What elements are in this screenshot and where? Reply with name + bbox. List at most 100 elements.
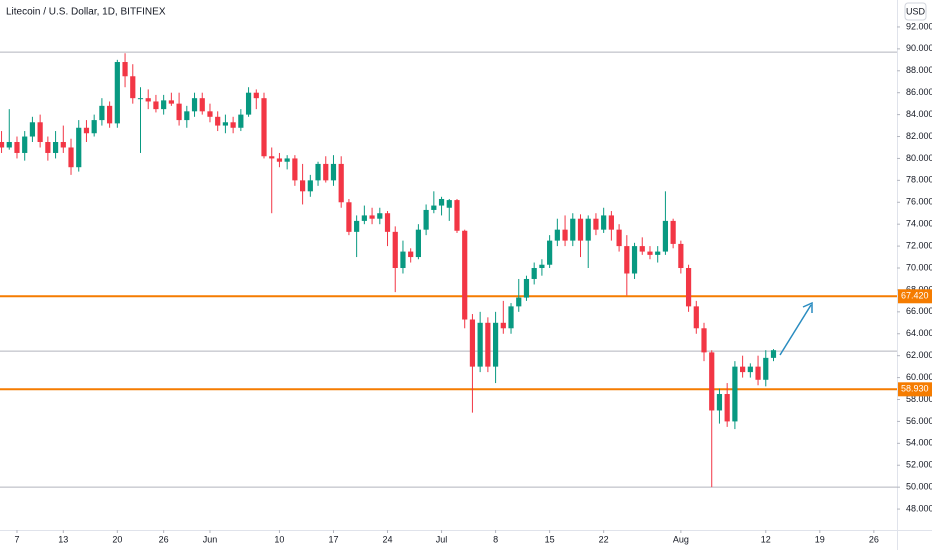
x-tick-label: 10 xyxy=(274,534,284,544)
candle-body xyxy=(516,297,522,307)
candle-body xyxy=(655,251,661,255)
candle-body xyxy=(593,218,599,230)
candle-body xyxy=(454,200,460,231)
candle-body xyxy=(168,100,174,104)
x-tick-label: 20 xyxy=(112,534,122,544)
x-tick-label: 12 xyxy=(761,534,771,544)
candle-body xyxy=(22,136,28,153)
candle-body xyxy=(724,394,730,422)
candle-body xyxy=(693,306,699,329)
candle-body xyxy=(91,120,97,134)
y-tick-label: 58.000 xyxy=(906,394,932,404)
candle-body xyxy=(554,229,560,241)
candle-body xyxy=(261,98,267,157)
x-tick-label: 15 xyxy=(545,534,555,544)
trend-arrow-head xyxy=(802,301,813,313)
candle-body xyxy=(492,322,499,367)
candle-body xyxy=(238,114,244,128)
trend-arrow xyxy=(779,304,812,356)
candle-body xyxy=(245,92,252,115)
candle-body xyxy=(315,163,321,181)
candle-body xyxy=(577,218,584,241)
candle-body xyxy=(29,122,36,137)
x-tick-label: 26 xyxy=(159,534,169,544)
candle-body xyxy=(624,246,630,274)
x-tick-label: 26 xyxy=(869,534,879,544)
x-tick-label: Jul xyxy=(436,534,448,544)
y-tick-label: 74.000 xyxy=(906,219,932,229)
candle-body xyxy=(755,366,761,380)
candle-body xyxy=(68,147,74,168)
candle-body xyxy=(647,251,653,255)
candle-body xyxy=(508,306,514,329)
candle-body xyxy=(585,218,591,241)
candle-body xyxy=(377,213,383,219)
candle-body xyxy=(37,122,43,143)
candle-body xyxy=(253,92,259,99)
candle-body xyxy=(462,230,468,320)
candle-body xyxy=(137,98,144,100)
y-tick-label: 64.000 xyxy=(906,328,932,338)
candle-body xyxy=(415,229,421,258)
candle-body xyxy=(323,163,329,181)
y-tick-label: 48.000 xyxy=(906,503,932,513)
x-tick-label: 22 xyxy=(599,534,609,544)
x-tick-label: 19 xyxy=(815,534,825,544)
candle-body xyxy=(701,328,707,353)
candle-body xyxy=(230,122,236,128)
price-label: 58.930 xyxy=(901,384,929,394)
candle-body xyxy=(716,394,723,411)
y-tick-label: 92.000 xyxy=(906,21,932,31)
candle-body xyxy=(52,142,59,153)
candle-body xyxy=(631,246,638,274)
candle-body xyxy=(485,322,491,367)
candle-body xyxy=(99,105,105,121)
candle-body xyxy=(284,158,290,162)
plot xyxy=(0,51,897,488)
candle-body xyxy=(431,205,437,210)
candle-body xyxy=(269,156,275,159)
candle-body xyxy=(354,220,360,232)
y-tick-label: 88.000 xyxy=(906,65,932,75)
y-tick-label: 84.000 xyxy=(906,109,932,119)
y-tick-label: 54.000 xyxy=(906,438,932,448)
x-tick-label: 8 xyxy=(493,534,498,544)
y-tick-label: 56.000 xyxy=(906,416,932,426)
candle-body xyxy=(0,142,5,148)
candle-body xyxy=(740,366,746,373)
candle-body xyxy=(601,215,607,230)
candle-body xyxy=(678,243,684,269)
y-tick-label: 50.000 xyxy=(906,482,932,492)
currency-label[interactable]: USD xyxy=(906,6,926,16)
candle-body xyxy=(161,100,167,110)
candle-body xyxy=(400,251,406,269)
y-tick-label: 80.000 xyxy=(906,153,932,163)
y-tick-label: 62.000 xyxy=(906,350,932,360)
candle-body xyxy=(763,357,769,380)
candle-body xyxy=(45,142,51,153)
candle-body xyxy=(276,158,283,162)
currency-button[interactable] xyxy=(904,2,927,21)
candle-body xyxy=(107,105,113,124)
candle-body xyxy=(562,229,568,241)
candle-body xyxy=(531,268,537,279)
y-tick-label: 70.000 xyxy=(906,262,932,272)
candle-body xyxy=(191,98,198,112)
candle-body xyxy=(14,142,20,153)
x-tick-label: 13 xyxy=(58,534,68,544)
candle-body xyxy=(153,101,159,110)
candle-body xyxy=(145,98,151,102)
candle-body xyxy=(616,229,622,247)
candle-body xyxy=(338,163,344,203)
candle-body xyxy=(76,127,82,168)
price-label-box xyxy=(898,289,932,304)
x-tick-label: Jun xyxy=(203,534,218,544)
candle-body xyxy=(346,202,352,232)
candle-body xyxy=(292,158,298,181)
candle-body xyxy=(670,220,676,244)
candle-body xyxy=(423,209,429,230)
candle-body xyxy=(732,366,738,422)
y-tick-label: 72.000 xyxy=(906,240,932,250)
candle-body xyxy=(709,352,715,411)
